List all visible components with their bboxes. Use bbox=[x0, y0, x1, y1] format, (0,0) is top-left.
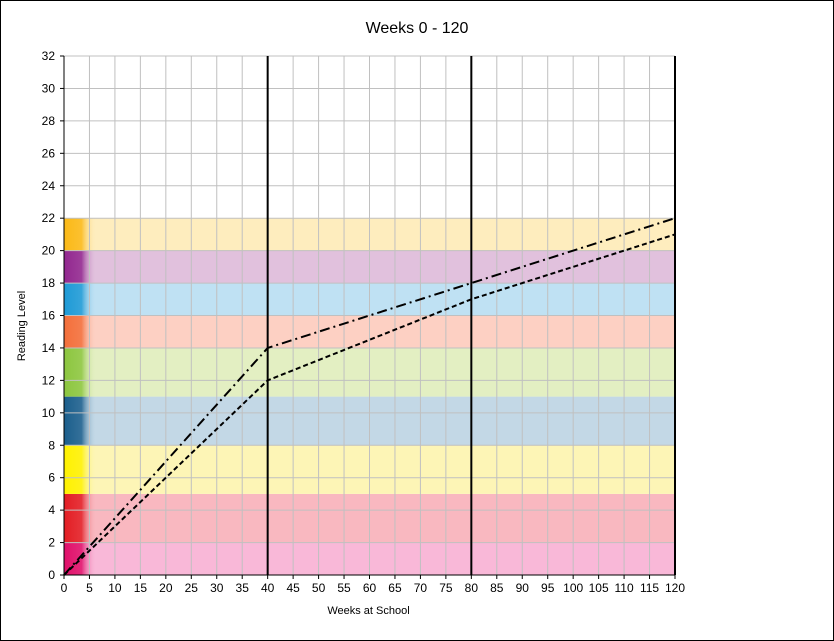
milestone-lines bbox=[266, 56, 676, 575]
band-key-11-14 bbox=[64, 347, 96, 397]
y-tick-label-6: 6 bbox=[48, 471, 55, 485]
x-tick-label-40: 40 bbox=[261, 581, 275, 595]
x-tick-label-90: 90 bbox=[516, 581, 530, 595]
x-tick-label-20: 20 bbox=[159, 581, 173, 595]
band-key-18-20 bbox=[64, 250, 96, 284]
x-tick-label-120: 120 bbox=[665, 581, 685, 595]
x-tick-label-5: 5 bbox=[86, 581, 93, 595]
series-line-2 bbox=[63, 233, 676, 576]
x-tick-label-0: 0 bbox=[61, 581, 68, 595]
y-tick-label-18: 18 bbox=[42, 276, 56, 290]
y-tick-label-28: 28 bbox=[42, 114, 56, 128]
x-tick-label-70: 70 bbox=[414, 581, 428, 595]
y-tick-label-12: 12 bbox=[42, 373, 56, 387]
band-key-16-18 bbox=[64, 283, 96, 316]
x-tick-label-105: 105 bbox=[589, 581, 609, 595]
x-tick-label-15: 15 bbox=[134, 581, 148, 595]
y-tick-label-20: 20 bbox=[42, 244, 56, 258]
x-tick-label-55: 55 bbox=[337, 581, 351, 595]
x-tick-label-95: 95 bbox=[541, 581, 555, 595]
band-key-2-5 bbox=[64, 493, 96, 543]
y-tick-label-2: 2 bbox=[48, 536, 55, 550]
y-tick-label-0: 0 bbox=[48, 568, 55, 582]
y-tick-label-24: 24 bbox=[42, 179, 56, 193]
x-tick-label-115: 115 bbox=[640, 581, 659, 595]
x-tick-label-60: 60 bbox=[363, 581, 377, 595]
x-tick-label-80: 80 bbox=[465, 581, 479, 595]
band-key-8-11 bbox=[64, 396, 96, 446]
y-tick-label-22: 22 bbox=[42, 211, 56, 225]
x-tick-label-25: 25 bbox=[185, 581, 199, 595]
series-line-1 bbox=[63, 217, 676, 576]
x-tick-label-110: 110 bbox=[615, 581, 634, 595]
x-tick-label-35: 35 bbox=[236, 581, 250, 595]
x-axis-label: Weeks at School bbox=[327, 605, 410, 617]
chart-title: Weeks 0 - 120 bbox=[365, 20, 469, 37]
y-tick-label-8: 8 bbox=[48, 438, 55, 452]
x-tick-label-30: 30 bbox=[210, 581, 224, 595]
x-tick-label-65: 65 bbox=[388, 581, 402, 595]
x-tick-label-50: 50 bbox=[312, 581, 326, 595]
x-tick-label-85: 85 bbox=[490, 581, 504, 595]
x-tick-label-45: 45 bbox=[286, 581, 300, 595]
x-tick-label-10: 10 bbox=[108, 581, 122, 595]
y-tick-label-30: 30 bbox=[42, 81, 56, 95]
y-tick-label-16: 16 bbox=[42, 309, 56, 323]
x-tick-label-75: 75 bbox=[439, 581, 453, 595]
band-key-5-8 bbox=[64, 445, 96, 494]
y-tick-label-14: 14 bbox=[42, 341, 56, 355]
axes-layer: 0 5 10 15 20 25 30 35 40 45 50 55 60 65 70 75 80 85 90 95 10… bbox=[42, 49, 686, 595]
band-key-20-22 bbox=[64, 218, 96, 251]
y-tick-label-10: 10 bbox=[42, 406, 56, 420]
band-key-14-16 bbox=[64, 315, 96, 348]
y-tick-label-26: 26 bbox=[42, 146, 56, 160]
x-tick-label-100: 100 bbox=[563, 581, 583, 595]
y-tick-label-32: 32 bbox=[42, 49, 56, 63]
y-tick-label-4: 4 bbox=[48, 503, 55, 517]
